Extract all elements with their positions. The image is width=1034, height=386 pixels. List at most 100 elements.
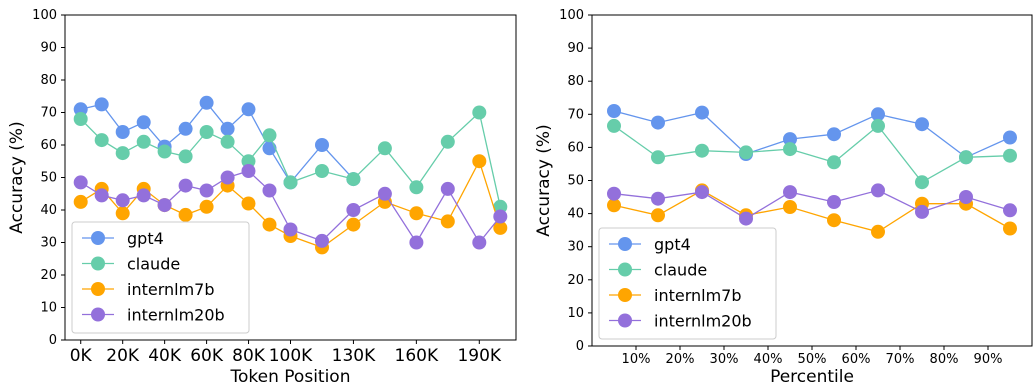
data-point-claude xyxy=(493,199,508,214)
data-point-claude xyxy=(739,145,753,160)
legend-box xyxy=(71,221,250,334)
data-point-internlm7b xyxy=(472,154,487,169)
data-point-internlm20b xyxy=(651,191,665,206)
data-point-internlm20b xyxy=(283,222,298,237)
y-axis-title: Accuracy (%) xyxy=(534,124,554,236)
legend-swatch-marker xyxy=(91,231,105,245)
data-point-claude xyxy=(73,112,88,126)
legend: gpt4 claude internlm7b internlm20b xyxy=(598,227,777,340)
data-point-claude xyxy=(695,143,709,158)
data-point-claude xyxy=(136,134,151,149)
data-point-gpt4 xyxy=(199,95,214,110)
y-tick-label: 80 xyxy=(567,74,584,89)
legend-swatch-marker xyxy=(91,282,105,296)
legend-label: gpt4 xyxy=(654,235,691,254)
y-tick-label: 10 xyxy=(567,306,584,321)
legend-item-internlm20b: internlm20b xyxy=(609,312,752,331)
x-tick-label: 60% xyxy=(842,352,871,367)
data-point-internlm20b xyxy=(409,235,424,250)
x-tick-label: 20% xyxy=(666,352,695,367)
data-point-internlm7b xyxy=(73,194,88,209)
y-tick-label: 40 xyxy=(567,207,584,222)
chart-panel-1: 0 10 20 30 40 50 60 70 80 90 100 0K 20K 40K 60K 80K 100K… xyxy=(7,8,517,386)
data-point-internlm20b xyxy=(157,198,172,213)
legend-item-claude: claude xyxy=(609,261,707,280)
data-point-gpt4 xyxy=(695,105,709,120)
data-point-claude xyxy=(178,149,193,164)
data-point-claude xyxy=(94,133,109,148)
x-tick-label: 10% xyxy=(622,352,651,367)
data-point-internlm7b xyxy=(493,220,508,235)
y-tick-label: 70 xyxy=(40,106,57,121)
data-point-claude xyxy=(262,128,277,143)
data-point-internlm7b xyxy=(827,213,841,228)
data-point-claude xyxy=(283,175,298,190)
data-point-gpt4 xyxy=(315,138,329,152)
data-point-internlm7b xyxy=(115,206,130,221)
x-axis-title: Token Position xyxy=(230,367,351,386)
data-point-internlm20b xyxy=(262,183,277,198)
legend-label: gpt4 xyxy=(127,229,164,248)
y-tick-label: 30 xyxy=(567,240,584,255)
data-point-internlm7b xyxy=(651,208,665,223)
data-point-claude xyxy=(409,180,424,195)
data-point-claude xyxy=(199,125,214,139)
x-tick-label: 40% xyxy=(754,352,783,367)
data-point-claude xyxy=(241,154,256,169)
legend: gpt4 claude internlm7b internlm20b xyxy=(71,221,250,334)
y-tick-label: 50 xyxy=(40,171,57,186)
data-point-internlm20b xyxy=(199,183,214,198)
data-point-internlm20b xyxy=(94,188,109,203)
data-point-gpt4 xyxy=(241,102,256,117)
series-internlm20b xyxy=(607,183,1017,226)
x-tick-label: 80K xyxy=(232,346,266,366)
data-point-claude xyxy=(915,175,929,190)
chart-panel-2: 0 10 20 30 40 50 60 70 80 90 100 10% 20% 30% 40% 50% 60%… xyxy=(534,8,1033,386)
data-point-internlm20b xyxy=(315,233,329,248)
data-point-claude xyxy=(346,172,361,187)
data-point-gpt4 xyxy=(1003,130,1017,145)
x-tick-label: 30% xyxy=(710,352,739,367)
x-tick-label: 60K xyxy=(190,346,224,366)
legend-label: internlm7b xyxy=(654,286,742,305)
y-tick-label: 90 xyxy=(40,41,57,56)
y-tick-label: 50 xyxy=(567,174,584,189)
legend-swatch-marker xyxy=(618,288,632,302)
data-point-internlm20b xyxy=(871,183,885,198)
data-point-internlm20b xyxy=(73,175,88,190)
y-tick-label: 80 xyxy=(40,73,57,88)
legend-label: internlm7b xyxy=(127,280,215,299)
data-point-gpt4 xyxy=(220,121,235,136)
data-point-claude xyxy=(315,164,329,178)
data-point-claude xyxy=(607,118,621,133)
data-point-claude xyxy=(472,105,487,120)
legend-label: internlm20b xyxy=(654,312,752,331)
y-tick-label: 60 xyxy=(567,140,584,155)
data-point-gpt4 xyxy=(871,107,885,122)
x-tick-label: 190K xyxy=(457,346,501,366)
data-point-internlm7b xyxy=(199,199,214,214)
data-point-claude xyxy=(115,146,130,161)
x-tick-label: 0K xyxy=(70,346,93,366)
data-point-internlm7b xyxy=(607,198,621,213)
y-tick-label: 60 xyxy=(40,138,57,153)
y-tick-label: 0 xyxy=(49,333,57,348)
legend-box xyxy=(598,227,777,340)
series-claude xyxy=(73,105,508,214)
legend-item-gpt4: gpt4 xyxy=(609,235,691,254)
data-point-internlm7b xyxy=(241,196,256,211)
data-point-gpt4 xyxy=(94,97,109,112)
y-tick-label: 90 xyxy=(567,41,584,56)
series-claude xyxy=(607,118,1017,190)
y-tick-label: 100 xyxy=(32,8,57,23)
data-point-gpt4 xyxy=(607,104,621,118)
data-point-internlm7b xyxy=(783,200,797,214)
data-point-internlm20b xyxy=(915,204,929,219)
legend-label: claude xyxy=(654,261,707,280)
y-axis-title: Accuracy (%) xyxy=(7,121,27,233)
y-tick-label: 10 xyxy=(40,301,57,316)
x-tick-label: 130K xyxy=(332,346,376,366)
data-point-gpt4 xyxy=(178,121,193,136)
legend-label: internlm20b xyxy=(127,306,225,325)
